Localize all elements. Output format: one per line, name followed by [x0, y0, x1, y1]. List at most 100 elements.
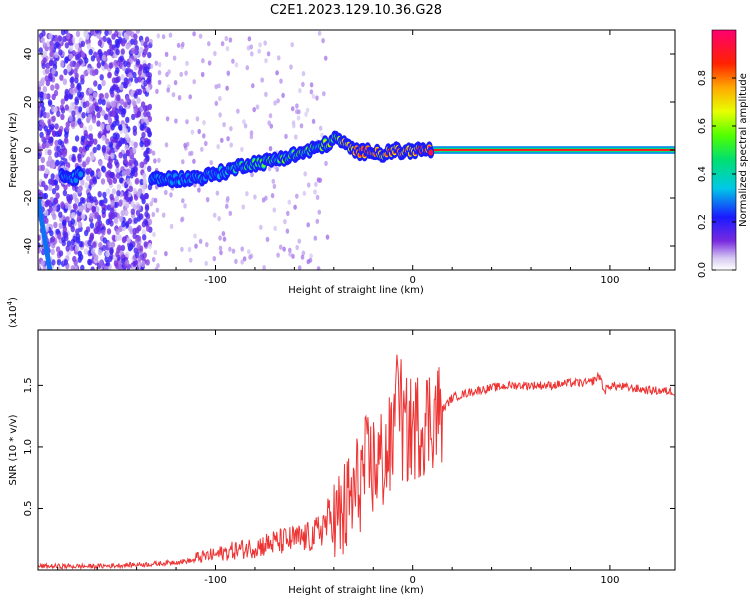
heatmap-cell	[55, 41, 60, 48]
heatmap-cell	[87, 239, 92, 247]
heatmap-cell	[125, 116, 130, 124]
heatmap-cell	[109, 171, 114, 179]
heatmap-cell	[141, 260, 146, 268]
heatmap-cell	[287, 199, 292, 205]
heatmap-cell	[114, 77, 119, 84]
heatmap-cell	[83, 70, 88, 77]
heatmap-cell	[145, 259, 150, 266]
heatmap-cell	[143, 151, 148, 158]
heatmap-cell	[299, 123, 304, 129]
heatmap-cell	[164, 251, 168, 257]
heatmap-cell	[325, 234, 330, 240]
heatmap-cell	[111, 110, 116, 118]
heatmap-cell	[157, 79, 162, 85]
heatmap-cell	[97, 132, 102, 139]
heatmap-cell	[225, 46, 230, 52]
heatmap-cell	[226, 136, 230, 142]
heatmap-cell	[180, 246, 184, 252]
heatmap-x-ticks: -100 0 100	[57, 30, 650, 286]
heatmap-cell	[213, 50, 217, 57]
colorbar-tick-label: 0.8	[697, 70, 708, 86]
heatmap-cell	[58, 250, 64, 257]
heatmap-cell	[228, 210, 233, 216]
heatmap-cell	[144, 192, 149, 200]
heatmap-cell	[222, 236, 227, 242]
heatmap-cell	[63, 231, 69, 239]
heatmap-cell	[51, 93, 56, 101]
heatmap-cell	[157, 61, 162, 68]
heatmap-cell	[108, 141, 113, 148]
heatmap-cell	[104, 153, 109, 160]
heatmap-cell	[152, 231, 156, 238]
y-tick-label: 40	[23, 48, 34, 61]
heatmap-cell	[94, 254, 99, 261]
heatmap-cell	[50, 235, 56, 243]
heatmap-cell	[78, 146, 84, 153]
heatmap-cell	[115, 251, 120, 258]
heatmap-cell	[181, 198, 185, 204]
heatmap-cell	[54, 151, 59, 158]
heatmap-cell	[106, 37, 111, 44]
heatmap-cell	[125, 78, 130, 85]
heatmap-cell	[56, 145, 61, 152]
heatmap-cell	[136, 190, 141, 198]
heatmap-cell	[56, 204, 61, 212]
heatmap-cell	[58, 49, 63, 56]
heatmap-cell	[61, 144, 66, 152]
heatmap-cell	[51, 259, 56, 266]
heatmap-cell	[105, 188, 111, 195]
signal-track	[58, 130, 675, 189]
heatmap-cell	[132, 187, 137, 195]
heatmap-cell	[288, 251, 292, 257]
heatmap-cell	[183, 203, 187, 209]
heatmap-cell	[65, 245, 70, 252]
heatmap-cell	[168, 32, 173, 38]
heatmap-cell	[205, 242, 209, 248]
heatmap-cell	[113, 216, 119, 224]
heatmap-cell	[62, 78, 68, 85]
heatmap-cell	[220, 41, 225, 47]
heatmap-cell	[120, 74, 125, 81]
x-tick-label: 0	[410, 275, 416, 286]
heatmap-cell	[95, 105, 100, 112]
heatmap-cell	[105, 260, 111, 267]
y-tick-label: 1.0	[23, 439, 34, 455]
snr-x-ticks: -100 0 100	[57, 330, 650, 586]
heatmap-cell	[214, 84, 218, 90]
heatmap-cell	[114, 114, 120, 121]
heatmap-cell	[65, 162, 71, 169]
heatmap-cell	[77, 118, 82, 125]
heatmap-cell	[73, 259, 78, 266]
heatmap-cell	[42, 50, 48, 57]
heatmap-cell	[38, 124, 43, 131]
heatmap-cell	[101, 146, 107, 154]
heatmap-cell	[105, 171, 110, 178]
heatmap-cell	[101, 79, 106, 87]
heatmap-cell	[144, 211, 149, 218]
heatmap-cell	[197, 128, 201, 135]
heatmap-cell	[262, 265, 266, 270]
heatmap-cell	[38, 108, 42, 115]
heatmap-cell	[192, 79, 196, 85]
heatmap-cell	[129, 172, 134, 179]
heatmap-cell	[183, 142, 187, 148]
heatmap-cell	[164, 189, 168, 196]
heatmap-cell	[51, 188, 57, 195]
heatmap-cell	[142, 252, 147, 259]
heatmap-cell	[155, 207, 160, 213]
heatmap-cells	[38, 30, 330, 270]
heatmap-cell	[64, 42, 70, 49]
heatmap-cell	[228, 246, 232, 252]
heatmap-cell	[74, 197, 80, 204]
heatmap-cell	[144, 36, 150, 43]
heatmap-cell	[133, 141, 138, 148]
heatmap-cell	[136, 235, 142, 242]
heatmap-cell	[154, 60, 159, 66]
heatmap-cell	[247, 249, 251, 255]
heatmap-cell	[202, 133, 206, 139]
heatmap-cell	[68, 53, 74, 60]
heatmap-cell	[66, 32, 71, 40]
heatmap-cell	[81, 213, 86, 220]
heatmap-cell	[96, 111, 101, 119]
heatmap-cell	[54, 123, 59, 130]
